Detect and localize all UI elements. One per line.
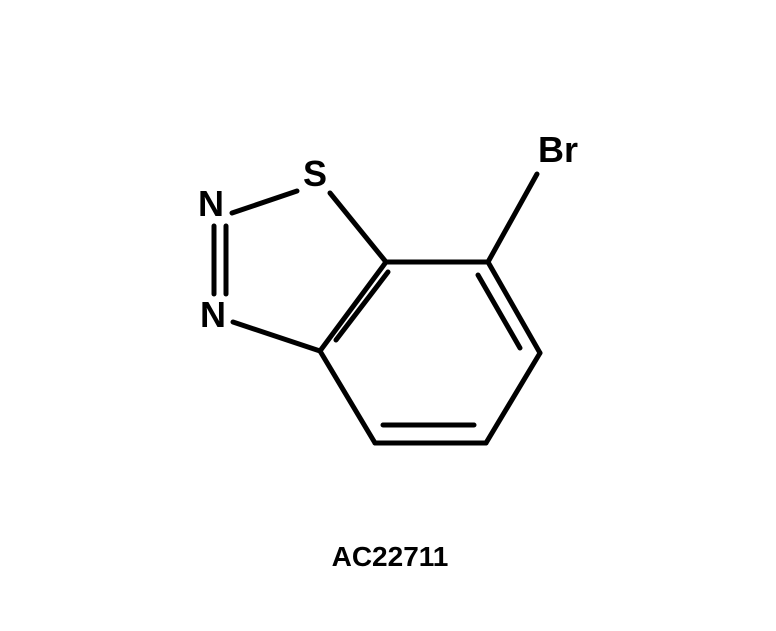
compound-id-label: AC22711 [332, 541, 449, 573]
bonds-svg [0, 0, 776, 631]
molecule-diagram: S N N Br AC22711 [0, 0, 776, 631]
atom-label-n1: N [198, 183, 224, 225]
atom-label-s: S [303, 153, 327, 195]
atom-label-br: Br [538, 129, 578, 171]
atom-label-n2: N [200, 294, 226, 336]
